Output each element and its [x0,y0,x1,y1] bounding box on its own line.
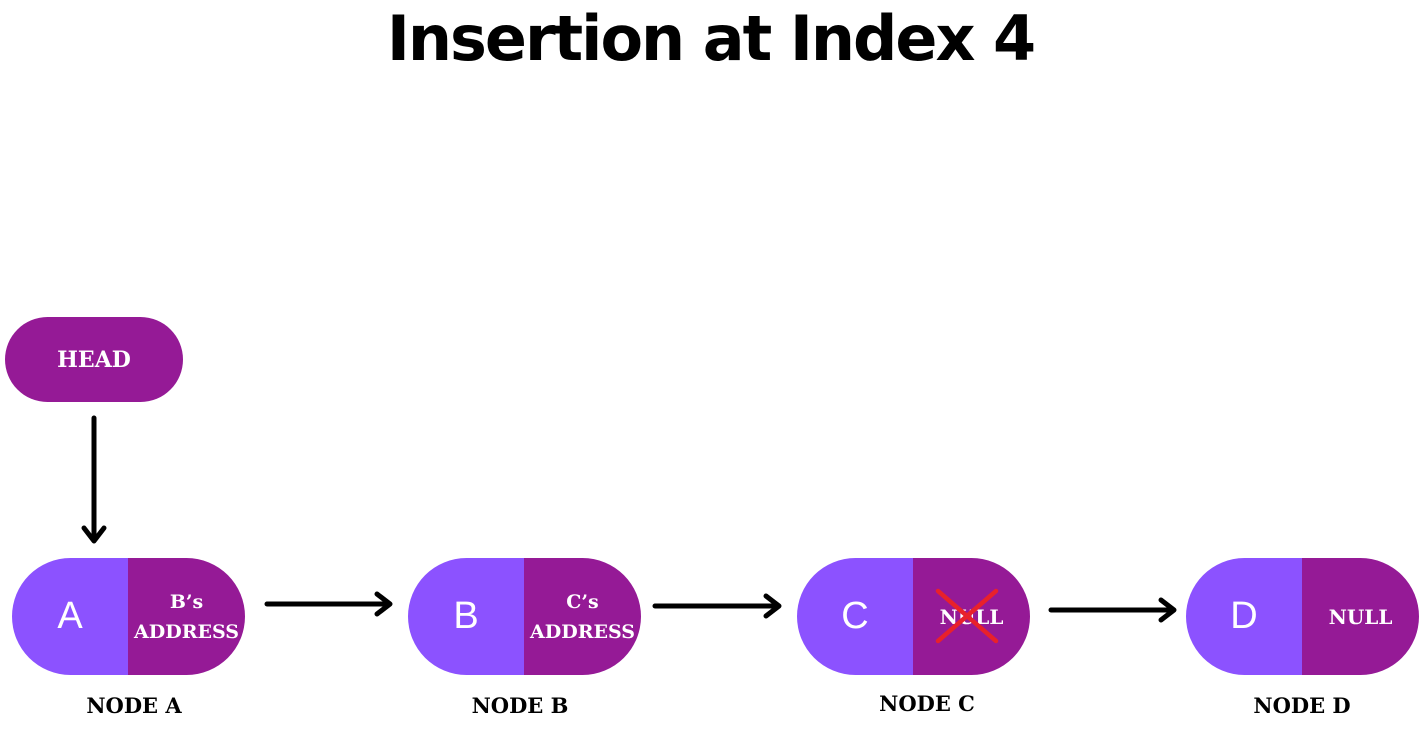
head-to-node-a-arrow [81,415,107,544]
head-label: HEAD [57,346,131,373]
node-b-pointer-line2: ADDRESS [530,620,635,643]
head-pointer: HEAD [5,317,183,402]
node-c: C NULL [797,558,1030,675]
node-a-to-node-b-arrow [264,591,393,617]
node-c-next-pointer: NULL [913,558,1030,675]
node-c-pointer-text: NULL [939,604,1004,629]
node-a-value: A [12,558,128,675]
node-a: A B’s ADDRESS [12,558,245,675]
node-b-to-node-c-arrow [652,593,782,619]
node-b-value: B [408,558,524,675]
node-d: D NULL [1186,558,1419,675]
node-b: B C’s ADDRESS [408,558,641,675]
node-c-value: C [797,558,913,675]
node-d-next-pointer: NULL [1302,558,1419,675]
node-d-caption: NODE D [1253,693,1351,718]
node-b-pointer-line1: C’s [566,590,599,613]
cross-out-icon [935,588,999,644]
node-c-caption: NODE C [879,691,975,716]
node-a-pointer-line2: ADDRESS [134,620,239,643]
node-d-pointer-text: NULL [1328,604,1393,629]
node-b-caption: NODE B [471,693,569,718]
node-c-to-node-d-arrow [1048,597,1177,623]
node-a-pointer-line1: B’s [169,590,204,613]
diagram-title: Insertion at Index 4 [386,2,1036,75]
node-a-caption: NODE A [86,693,182,718]
node-d-value: D [1186,558,1302,675]
node-b-next-pointer: C’s ADDRESS [524,558,641,675]
node-a-next-pointer: B’s ADDRESS [128,558,245,675]
